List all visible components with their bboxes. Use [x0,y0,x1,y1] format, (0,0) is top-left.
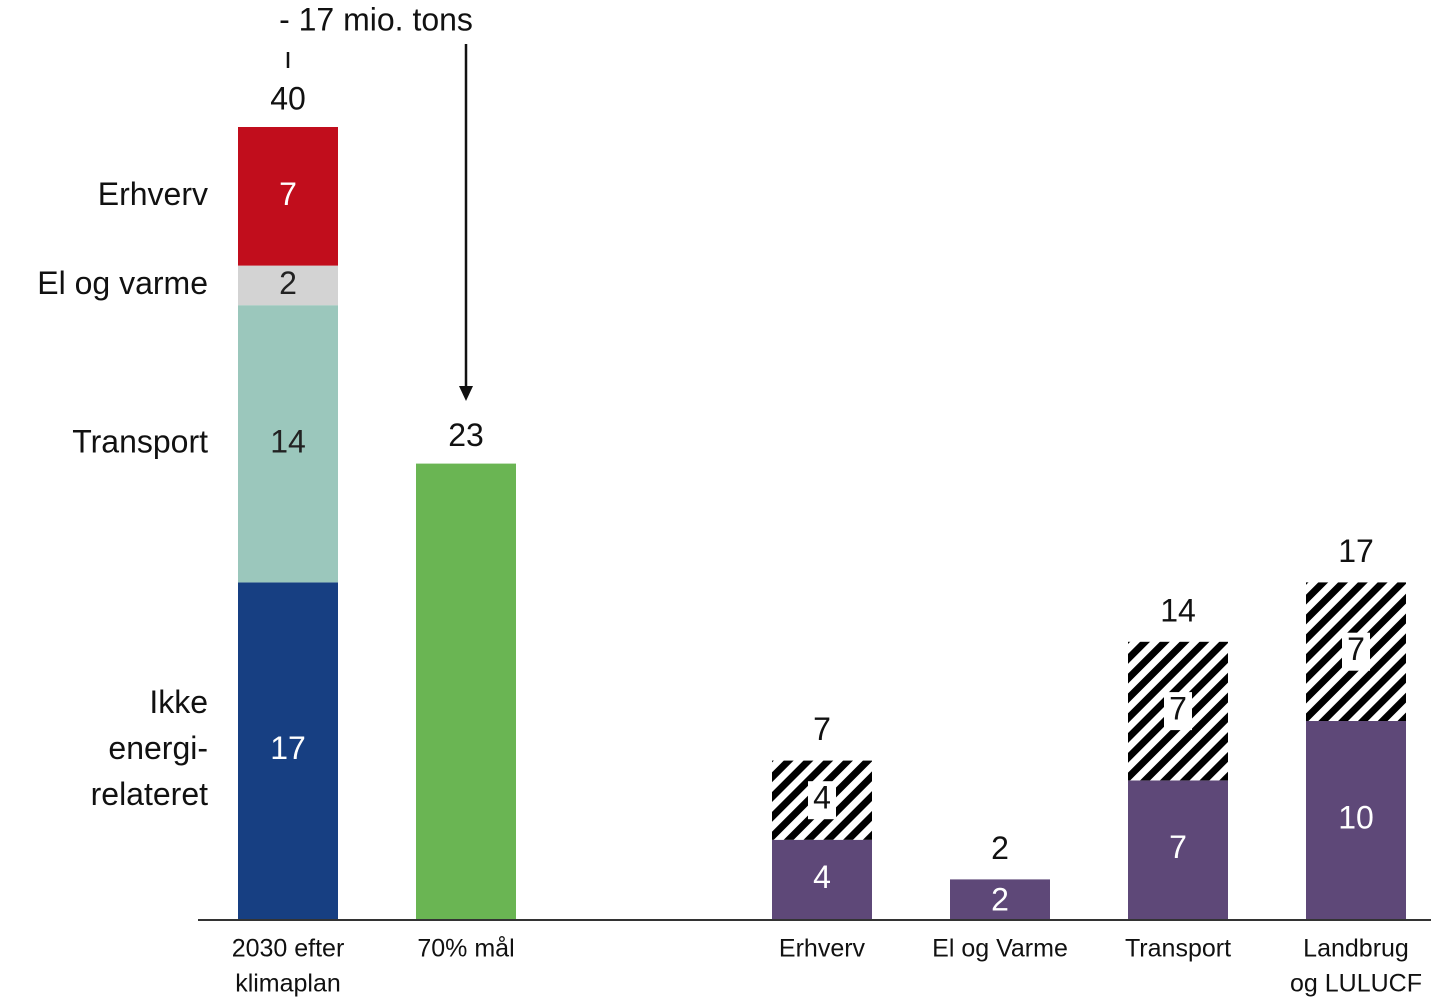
sector-hatched-value-label: 7 [1347,631,1365,667]
sector-bar-solid [1128,780,1228,919]
category-label: El og Varme [932,935,1068,963]
stacked-bar-segment [238,265,338,306]
segment-value-label: 17 [270,730,306,766]
segment-name-label: Ikke [149,684,208,720]
bar-total-label: 14 [1160,592,1196,628]
sector-bar-solid [772,839,872,919]
sector-hatched-value-label: 7 [1169,691,1187,727]
category-label: 2030 efter [232,935,345,963]
sector-hatched-value-label: 4 [813,780,831,816]
segment-name-label: relateret [91,776,209,812]
bar-total-label: 2 [991,830,1009,866]
stacked-bar-segment [238,127,338,266]
annotation-arrow-head [459,386,473,401]
category-label: Erhverv [779,935,866,963]
category-label: 70% mål [417,935,514,963]
bar-total-label: 23 [448,417,484,453]
category-label: Landbrug [1303,935,1409,963]
sector-solid-value-label: 2 [991,882,1009,918]
sector-solid-value-label: 7 [1169,829,1187,865]
category-label: og LULUCF [1290,970,1422,998]
sector-bar-solid [950,879,1050,919]
bar-total-label: 40 [270,80,306,116]
segment-name-label: energi- [108,730,208,766]
hatched-label-background [1164,692,1192,731]
annotation-label: - 17 mio. tons [279,1,473,37]
sector-solid-value-label: 4 [813,859,831,895]
hatched-label-background [1342,632,1370,671]
hatched-label-background [808,781,836,820]
segment-value-label: 14 [270,423,306,459]
sector-solid-value-label: 10 [1338,799,1374,835]
bar-total-label: 17 [1338,533,1374,569]
target-bar [416,463,516,919]
segment-name-label: El og varme [37,265,208,301]
segment-name-label: Transport [72,423,208,459]
stacked-bar-segment [238,305,338,583]
category-label: Transport [1125,935,1231,963]
segment-value-label: 7 [279,176,297,212]
bar-total-label: 7 [813,711,831,747]
segment-value-label: 2 [279,265,297,301]
sector-bar-solid [1306,721,1406,919]
category-label: klimaplan [235,970,341,998]
segment-name-label: Erhverv [98,176,208,212]
stacked-bar-segment [238,582,338,919]
